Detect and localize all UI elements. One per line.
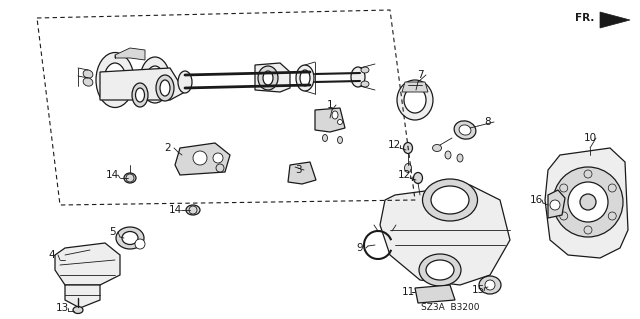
- Text: 12: 12: [387, 140, 401, 150]
- Polygon shape: [315, 108, 345, 132]
- Text: 14: 14: [168, 205, 182, 215]
- Text: 9: 9: [356, 243, 364, 253]
- Ellipse shape: [323, 135, 328, 142]
- Ellipse shape: [404, 87, 426, 113]
- Ellipse shape: [419, 254, 461, 286]
- Polygon shape: [65, 285, 100, 308]
- Text: 7: 7: [417, 70, 423, 80]
- Ellipse shape: [337, 120, 342, 124]
- Text: 8: 8: [484, 117, 492, 127]
- Ellipse shape: [337, 137, 342, 144]
- Circle shape: [568, 182, 608, 222]
- Circle shape: [193, 151, 207, 165]
- Text: 11: 11: [401, 287, 415, 297]
- Circle shape: [580, 194, 596, 210]
- Circle shape: [553, 167, 623, 237]
- Circle shape: [550, 200, 560, 210]
- Ellipse shape: [122, 232, 138, 244]
- Ellipse shape: [422, 179, 477, 221]
- Ellipse shape: [431, 186, 469, 214]
- Circle shape: [560, 212, 568, 220]
- Polygon shape: [402, 82, 428, 92]
- Circle shape: [584, 226, 592, 234]
- Ellipse shape: [296, 65, 314, 91]
- Text: 1: 1: [326, 100, 333, 110]
- Ellipse shape: [186, 205, 200, 215]
- Ellipse shape: [160, 80, 170, 96]
- Ellipse shape: [73, 307, 83, 314]
- Text: 14: 14: [106, 170, 118, 180]
- Ellipse shape: [300, 70, 310, 86]
- Circle shape: [126, 174, 134, 182]
- Ellipse shape: [124, 173, 136, 183]
- Circle shape: [485, 280, 495, 290]
- Text: 5: 5: [109, 227, 115, 237]
- Circle shape: [189, 206, 197, 214]
- Ellipse shape: [413, 173, 422, 183]
- Polygon shape: [545, 148, 628, 258]
- Circle shape: [560, 184, 568, 192]
- Ellipse shape: [132, 83, 148, 107]
- Polygon shape: [415, 285, 455, 303]
- Polygon shape: [255, 63, 290, 92]
- Text: 15: 15: [472, 285, 484, 295]
- Ellipse shape: [454, 121, 476, 139]
- Polygon shape: [115, 48, 145, 60]
- Ellipse shape: [361, 81, 369, 87]
- Text: 16: 16: [529, 195, 543, 205]
- Ellipse shape: [116, 227, 144, 249]
- Ellipse shape: [156, 75, 174, 101]
- Ellipse shape: [146, 66, 164, 94]
- Ellipse shape: [426, 260, 454, 280]
- Ellipse shape: [445, 151, 451, 159]
- Polygon shape: [288, 162, 316, 184]
- Circle shape: [608, 184, 616, 192]
- Polygon shape: [100, 68, 185, 100]
- Text: FR.: FR.: [575, 13, 594, 23]
- Ellipse shape: [403, 143, 413, 153]
- Text: 2: 2: [164, 143, 172, 153]
- Ellipse shape: [104, 63, 126, 97]
- Ellipse shape: [404, 164, 412, 173]
- Text: SZ3A  B3200: SZ3A B3200: [420, 303, 479, 313]
- Ellipse shape: [83, 70, 93, 78]
- Text: 3: 3: [294, 165, 301, 175]
- Ellipse shape: [433, 145, 442, 152]
- Ellipse shape: [83, 78, 93, 86]
- Ellipse shape: [263, 71, 273, 85]
- Text: 12: 12: [397, 170, 411, 180]
- Ellipse shape: [351, 67, 365, 87]
- Polygon shape: [175, 143, 230, 175]
- Polygon shape: [600, 12, 630, 28]
- Text: 13: 13: [56, 303, 68, 313]
- Ellipse shape: [258, 66, 278, 90]
- Ellipse shape: [479, 276, 501, 294]
- Polygon shape: [380, 185, 510, 285]
- Ellipse shape: [96, 53, 134, 108]
- Ellipse shape: [332, 111, 338, 119]
- Ellipse shape: [178, 71, 192, 93]
- Circle shape: [213, 153, 223, 163]
- Ellipse shape: [361, 67, 369, 73]
- Text: 4: 4: [49, 250, 55, 260]
- Ellipse shape: [417, 194, 424, 203]
- Ellipse shape: [140, 57, 170, 103]
- Ellipse shape: [457, 154, 463, 162]
- Ellipse shape: [459, 125, 471, 135]
- Ellipse shape: [397, 80, 433, 120]
- Ellipse shape: [136, 88, 145, 102]
- Circle shape: [608, 212, 616, 220]
- Circle shape: [216, 164, 224, 172]
- Text: 10: 10: [584, 133, 596, 143]
- Polygon shape: [55, 243, 120, 285]
- Circle shape: [584, 170, 592, 178]
- Circle shape: [135, 239, 145, 249]
- Polygon shape: [548, 190, 565, 218]
